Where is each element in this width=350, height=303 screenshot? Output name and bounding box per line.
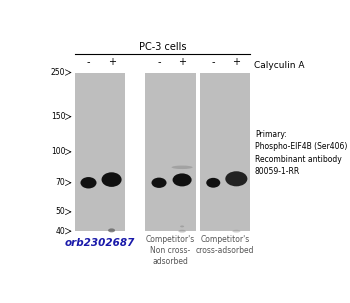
Text: orb2302687: orb2302687 [65, 238, 135, 248]
Text: PC-3 cells: PC-3 cells [139, 42, 186, 52]
Text: 100: 100 [51, 147, 65, 156]
Text: +: + [232, 57, 240, 67]
Ellipse shape [225, 171, 247, 186]
Ellipse shape [180, 225, 184, 227]
Bar [75, 72, 125, 231]
Text: -: - [87, 57, 90, 67]
Text: +: + [107, 57, 116, 67]
Ellipse shape [152, 178, 167, 188]
Ellipse shape [206, 178, 220, 188]
Ellipse shape [178, 230, 186, 233]
Text: 70: 70 [56, 178, 65, 187]
Ellipse shape [102, 172, 121, 187]
Text: Calyculin A: Calyculin A [254, 61, 304, 70]
Ellipse shape [108, 228, 115, 232]
Text: 150: 150 [51, 112, 65, 121]
Ellipse shape [172, 165, 193, 169]
Text: 40: 40 [56, 227, 65, 236]
Ellipse shape [173, 173, 192, 186]
Text: +: + [178, 57, 186, 67]
Text: Competitor's
Non cross-
adsorbed: Competitor's Non cross- adsorbed [146, 235, 195, 266]
Text: Competitor's
cross-adsorbed: Competitor's cross-adsorbed [196, 235, 254, 255]
Bar [196, 72, 200, 231]
Text: 250: 250 [51, 68, 65, 77]
Ellipse shape [80, 177, 97, 188]
Text: -: - [211, 57, 215, 67]
Bar [200, 72, 250, 231]
Text: Primary:
Phospho-EIF4B (Ser406)
Recombinant antibody
80059-1-RR: Primary: Phospho-EIF4B (Ser406) Recombin… [255, 130, 347, 176]
Bar [146, 72, 196, 231]
Text: 50: 50 [56, 207, 65, 216]
Ellipse shape [232, 230, 240, 233]
Bar [125, 72, 146, 231]
Text: -: - [157, 57, 161, 67]
